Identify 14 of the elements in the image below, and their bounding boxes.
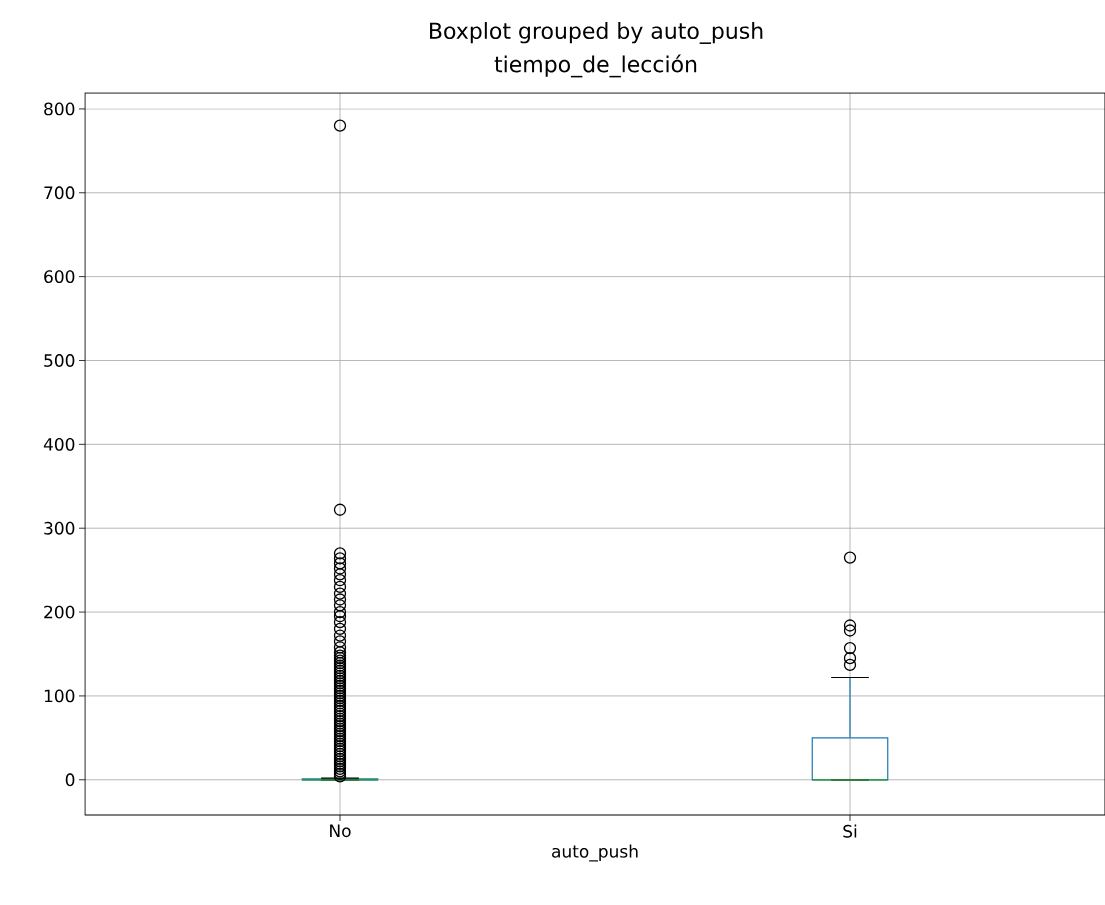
y-tick-label: 500 bbox=[44, 354, 75, 367]
y-tick-label: 600 bbox=[44, 270, 75, 284]
x-axis-title: auto_push bbox=[552, 844, 638, 862]
chart-title: Boxplot grouped by auto_push bbox=[430, 22, 763, 44]
y-tick-label: 100 bbox=[44, 689, 75, 703]
x-tick-label: Si bbox=[843, 824, 857, 838]
y-tick-label: 200 bbox=[44, 605, 75, 619]
x-tick-label: No bbox=[330, 824, 351, 838]
y-tick-label: 800 bbox=[44, 102, 75, 116]
y-tick-label: 400 bbox=[43, 437, 75, 451]
y-tick-label: 300 bbox=[44, 521, 75, 535]
y-tick-label: 700 bbox=[44, 186, 75, 200]
chart-subtitle: tiempo_de_lección bbox=[494, 54, 697, 78]
y-tick-label: 0 bbox=[65, 773, 75, 787]
